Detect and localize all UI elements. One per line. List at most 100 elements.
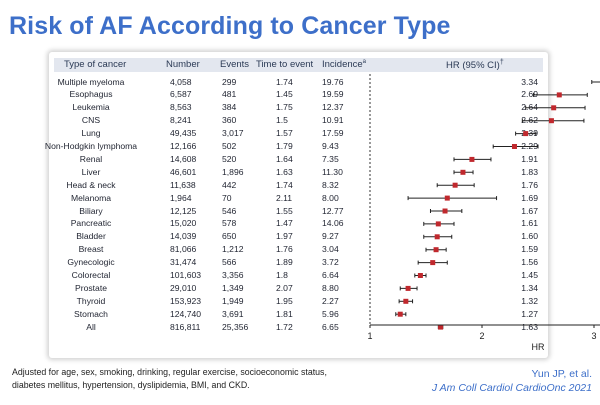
cell-incidence: 19.59 <box>322 89 344 100</box>
cell-incidence: 6.64 <box>322 270 339 280</box>
cell-events: 3,356 <box>222 270 244 280</box>
hr-marker <box>469 156 475 162</box>
cell-incidence: 3.72 <box>322 257 339 268</box>
cell-time: 1.95 <box>276 295 293 306</box>
citation: Yun JP, et al. J Am Coll Cardiol CardioO… <box>372 367 592 395</box>
forest-plot-card <box>49 52 548 358</box>
cell-incidence: 8.00 <box>322 192 339 203</box>
cell-hr: 1.32 <box>521 295 538 306</box>
cell-hr: 1.45 <box>521 270 538 280</box>
cell-number: 124,740 <box>170 308 202 319</box>
cell-incidence: 3.04 <box>322 244 339 255</box>
cell-hr: 1.67 <box>521 205 538 216</box>
cell-number: 14,608 <box>170 153 197 164</box>
cell-time: 1.64 <box>276 153 293 164</box>
hr-marker <box>444 195 450 201</box>
hr-marker <box>430 260 436 266</box>
cell-type: Multiple myeloma <box>57 76 125 87</box>
hr-marker <box>433 247 439 253</box>
x-axis-label: HR <box>532 342 545 352</box>
cell-type: Non-Hodgkin lymphoma <box>44 141 138 151</box>
cell-incidence: 12.77 <box>322 205 344 216</box>
cell-type: Colorectal <box>71 270 111 280</box>
cell-hr: 1.34 <box>521 282 538 293</box>
cell-time: 1.81 <box>276 308 293 319</box>
hr-marker <box>523 131 529 137</box>
header-hr: HR (95% CI)† <box>446 59 504 72</box>
cell-number: 1,964 <box>170 192 192 203</box>
hr-marker <box>438 324 444 330</box>
cell-events: 502 <box>222 141 237 151</box>
cell-incidence: 6.65 <box>322 321 339 332</box>
cell-time: 1.45 <box>276 89 293 100</box>
cell-incidence: 2.27 <box>322 295 339 306</box>
cell-events: 650 <box>222 231 237 242</box>
hr-marker <box>417 273 423 278</box>
footnote-line-1: Adjusted for age, sex, smoking, drinking… <box>12 367 327 377</box>
cell-type: Stomach <box>74 308 108 319</box>
citation-journal: J Am Coll Cardiol CardioOnc 2021 <box>431 382 592 394</box>
citation-authors: Yun JP, et al. <box>531 368 592 380</box>
cell-time: 1.5 <box>276 115 288 126</box>
cell-number: 8,241 <box>170 115 192 126</box>
table-header-band <box>54 58 543 72</box>
cell-hr: 1.60 <box>521 231 538 242</box>
cell-incidence: 9.43 <box>322 141 339 151</box>
cell-time: 1.55 <box>276 205 293 216</box>
cell-hr: 1.27 <box>521 308 538 319</box>
hr-marker <box>397 311 403 317</box>
cell-time: 1.79 <box>276 141 293 151</box>
cell-time: 1.47 <box>276 218 293 229</box>
cell-type: Melanoma <box>70 192 112 203</box>
cell-hr: 1.63 <box>521 321 538 332</box>
cell-events: 1,949 <box>222 295 244 306</box>
cell-type: Breast <box>78 244 104 255</box>
cell-hr: 1.56 <box>521 257 538 268</box>
cell-type: Liver <box>81 166 101 177</box>
cell-type: All <box>86 321 96 332</box>
hr-marker <box>434 234 440 240</box>
cell-events: 70 <box>222 192 232 203</box>
cell-hr: 1.61 <box>521 218 538 229</box>
cell-time: 2.07 <box>276 282 293 293</box>
cell-incidence: 8.32 <box>322 179 339 190</box>
cell-number: 46,601 <box>170 166 197 177</box>
hr-marker <box>460 169 466 175</box>
cell-number: 6,587 <box>170 89 192 100</box>
cell-type: Prostate <box>74 282 108 293</box>
cell-time: 1.63 <box>276 166 293 177</box>
header-number: Number <box>166 59 200 70</box>
cell-hr: 1.69 <box>521 192 538 203</box>
hr-marker <box>548 118 554 124</box>
cell-type: Leukemia <box>72 102 110 113</box>
cell-events: 25,356 <box>222 321 249 332</box>
header-time: Time to event <box>256 59 314 70</box>
cell-incidence: 7.35 <box>322 153 339 164</box>
cell-time: 1.76 <box>276 244 293 255</box>
cell-type: Head & neck <box>66 179 116 190</box>
cell-number: 153,923 <box>170 295 202 306</box>
cell-events: 520 <box>222 153 237 164</box>
cell-time: 1.74 <box>276 76 293 87</box>
cell-time: 1.74 <box>276 179 293 190</box>
cell-incidence: 5.96 <box>322 308 339 319</box>
cell-type: Biliary <box>79 205 103 216</box>
cell-events: 3,691 <box>222 308 244 319</box>
hr-marker <box>551 105 557 111</box>
cell-events: 1,212 <box>222 244 244 255</box>
footnote: Adjusted for age, sex, smoking, drinking… <box>12 366 402 392</box>
cell-hr: 2.62 <box>521 115 538 126</box>
x-tick-label: 2 <box>479 331 484 341</box>
hr-marker <box>442 208 448 214</box>
cell-type: Thyroid <box>76 295 106 306</box>
cell-events: 546 <box>222 205 237 216</box>
cell-incidence: 12.37 <box>322 102 344 113</box>
header-events: Events <box>220 59 250 70</box>
cell-type: Bladder <box>76 231 106 242</box>
cell-events: 3,017 <box>222 128 244 139</box>
cell-time: 2.11 <box>276 192 293 203</box>
cell-incidence: 11.30 <box>322 166 343 177</box>
cell-incidence: 17.59 <box>322 128 344 139</box>
cell-type: Esophagus <box>69 89 113 100</box>
